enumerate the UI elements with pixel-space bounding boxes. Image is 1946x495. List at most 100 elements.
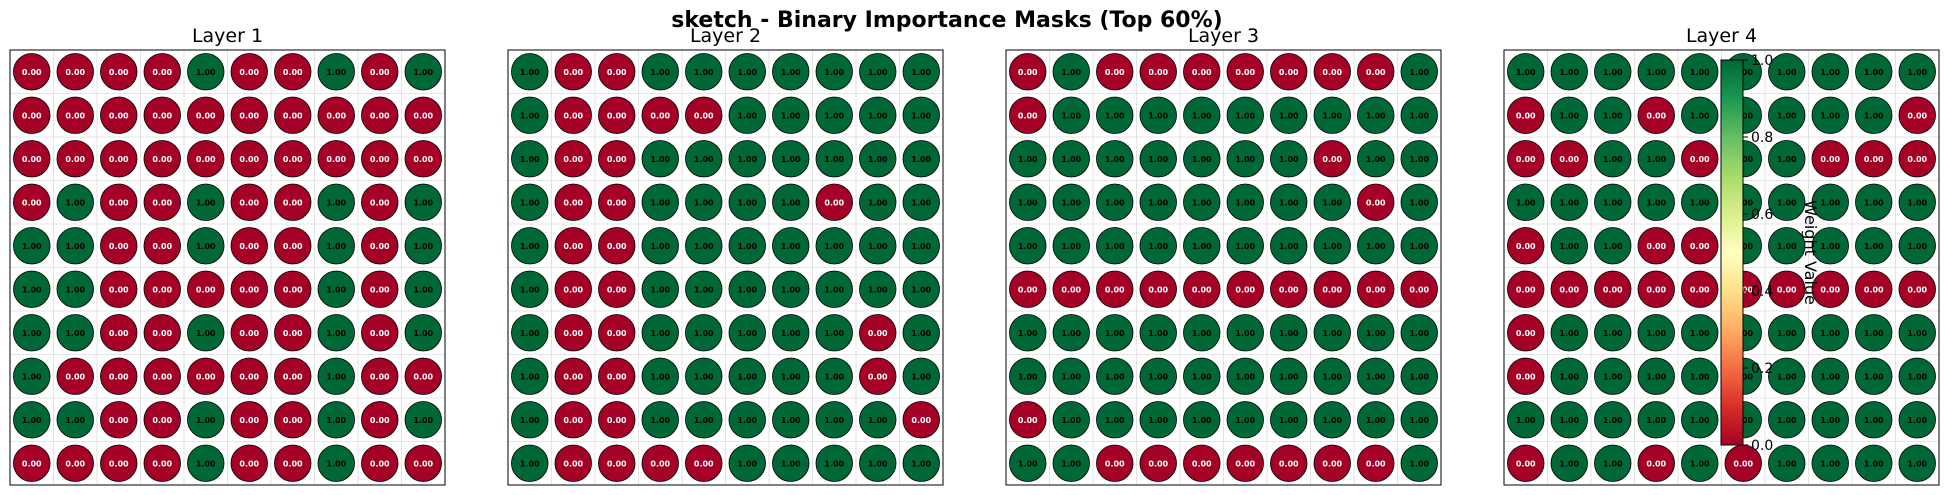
mask-cell-label: 1.00 [1235, 416, 1255, 425]
mask-cell-marker [815, 270, 853, 308]
mask-cell: 1.00 [1009, 444, 1047, 482]
mask-cell-marker [554, 53, 592, 91]
mask-cell-marker [1898, 444, 1936, 482]
mask-cell-marker [56, 53, 94, 91]
mask-cell-marker [100, 314, 138, 352]
panel-layer-3: Layer 3 0.00 1.00 0.00 0.00 0.00 0.00 0.00 0.00 0… [1005, 25, 1442, 486]
mask-cell-marker [1811, 96, 1849, 134]
mask-cell-marker [1139, 53, 1177, 91]
mask-cell-label: 1.00 [1559, 68, 1579, 77]
mask-cell-marker [815, 227, 853, 265]
mask-cell-label: 1.00 [1235, 198, 1255, 207]
mask-cell-label: 0.00 [1279, 459, 1299, 468]
mask-cell: 0.00 [1313, 140, 1351, 178]
mask-cell-marker [815, 96, 853, 134]
mask-cell: 1.00 [1637, 401, 1675, 439]
mask-cell-label: 0.00 [1516, 459, 1536, 468]
mask-cell-marker [404, 96, 442, 134]
mask-cell: 0.00 [230, 357, 268, 395]
mask-cell: 1.00 [1226, 357, 1264, 395]
mask-cell-marker [1313, 270, 1351, 308]
mask-cell: 1.00 [1139, 183, 1177, 221]
mask-cell: 1.00 [1096, 140, 1134, 178]
mask-cell-label: 1.00 [196, 459, 216, 468]
mask-cell-marker [404, 270, 442, 308]
mask-cell-marker [143, 270, 181, 308]
mask-cell-marker [404, 444, 442, 482]
mask-cell-marker [1768, 401, 1806, 439]
mask-cell-marker [1855, 227, 1893, 265]
mask-cell-marker [815, 314, 853, 352]
mask-cell-marker [187, 227, 225, 265]
mask-cell-marker [404, 227, 442, 265]
mask-cell-label: 1.00 [824, 329, 844, 338]
mask-cell-marker [1226, 444, 1264, 482]
mask-cell-marker [815, 183, 853, 221]
mask-cell-marker [598, 357, 636, 395]
mask-cell-marker [598, 53, 636, 91]
mask-cell: 0.00 [598, 140, 636, 178]
mask-cell-label: 0.00 [563, 68, 583, 77]
mask-cell: 1.00 [859, 270, 897, 308]
mask-cell-label: 0.00 [1646, 111, 1666, 120]
mask-cell-marker [1052, 401, 1090, 439]
mask-cell-marker [1400, 444, 1438, 482]
mask-cell: 0.00 [230, 183, 268, 221]
mask-cell-label: 0.00 [694, 459, 714, 468]
mask-cell-marker [554, 444, 592, 482]
mask-cell: 1.00 [1226, 96, 1264, 134]
mask-cell-marker [1270, 444, 1308, 482]
mask-cell-label: 0.00 [563, 459, 583, 468]
mask-cell: 1.00 [1096, 227, 1134, 265]
mask-cell-marker [1270, 314, 1308, 352]
mask-cell-marker [1183, 444, 1221, 482]
mask-cell-marker [1898, 401, 1936, 439]
mask-cell-label: 1.00 [1603, 198, 1623, 207]
mask-cell-marker [641, 227, 679, 265]
mask-cell-label: 0.00 [326, 155, 346, 164]
mask-cell-marker [361, 270, 399, 308]
mask-cell-label: 1.00 [1777, 459, 1797, 468]
mask-cell-marker [1052, 270, 1090, 308]
mask-cell-marker [1898, 140, 1936, 178]
mask-cell-marker [1096, 183, 1134, 221]
mask-cell: 1.00 [1855, 444, 1893, 482]
mask-cell: 0.00 [13, 53, 51, 91]
mask-cell-label: 1.00 [737, 198, 757, 207]
mask-cell: 1.00 [902, 183, 940, 221]
mask-cell-label: 1.00 [1603, 372, 1623, 381]
mask-cell-marker [404, 357, 442, 395]
mask-cell-label: 1.00 [1907, 242, 1927, 251]
mask-cell: 1.00 [685, 401, 723, 439]
mask-cell: 1.00 [641, 140, 679, 178]
mask-cell-label: 0.00 [1516, 242, 1536, 251]
mask-cell: 1.00 [56, 314, 94, 352]
mask-cell-label: 1.00 [1409, 242, 1429, 251]
panel-title: Layer 3 [1188, 25, 1259, 47]
mask-cell-label: 1.00 [1603, 68, 1623, 77]
mask-cell: 1.00 [1855, 314, 1893, 352]
mask-cell-label: 1.00 [1820, 329, 1840, 338]
mask-cell-label: 1.00 [1646, 372, 1666, 381]
mask-cell: 0.00 [1768, 270, 1806, 308]
mask-cell-marker [1855, 140, 1893, 178]
mask-cell: 1.00 [187, 401, 225, 439]
mask-cell-marker [100, 444, 138, 482]
mask-cell: 1.00 [1594, 53, 1632, 91]
mask-cell: 1.00 [1681, 357, 1719, 395]
mask-cell-label: 1.00 [326, 285, 346, 294]
mask-cell-marker [1507, 444, 1545, 482]
mask-cell-label: 1.00 [65, 416, 85, 425]
mask-cell: 0.00 [361, 183, 399, 221]
mask-cell: 1.00 [1139, 314, 1177, 352]
mask-cell: 1.00 [859, 444, 897, 482]
mask-cell-label: 0.00 [1105, 459, 1125, 468]
mask-cell-label: 1.00 [65, 285, 85, 294]
mask-cell-marker [685, 314, 723, 352]
mask-cell-marker [1096, 140, 1134, 178]
mask-cell: 1.00 [815, 96, 853, 134]
mask-cell: 0.00 [361, 444, 399, 482]
mask-cell-marker [1637, 444, 1675, 482]
mask-cell: 1.00 [1009, 227, 1047, 265]
mask-cell: 0.00 [100, 227, 138, 265]
